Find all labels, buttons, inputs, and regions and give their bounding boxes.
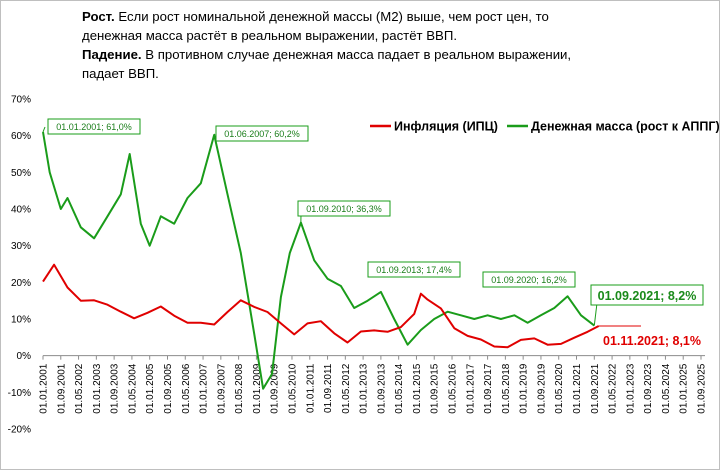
x-tick-label: 01.05.2018: [501, 363, 512, 413]
x-axis: 01.01.2001 01.09.2001 01.05.2002 01.01.2003…: [39, 355, 708, 414]
series-layer: [42, 131, 600, 390]
y-tick-label: 10%: [11, 315, 31, 326]
annotation-label-money-end: 01.09.2021; 8,2%: [598, 289, 697, 303]
annotation-leader: [566, 295, 569, 298]
x-tick-label: 01.09.2003: [110, 363, 121, 413]
x-tick-label: 01.01.2015: [412, 363, 423, 413]
y-tick-label: -10%: [8, 388, 31, 399]
header-line-1: Рост. Если рост номинальной денежной мас…: [82, 7, 549, 26]
y-tick-label: 0%: [17, 351, 32, 362]
x-tick-label: 01.05.2016: [448, 363, 459, 413]
x-tick-label: 01.01.2023: [625, 363, 636, 413]
y-tick-label: 30%: [11, 241, 31, 252]
x-tick-label: 01.09.2017: [483, 363, 494, 413]
x-tick-label: 01.01.2003: [92, 363, 103, 413]
y-tick-label: 60%: [11, 131, 31, 142]
x-tick-label: 01.09.2025: [697, 363, 708, 413]
annotation-box: [590, 284, 704, 306]
x-tick-label: 01.05.2024: [661, 363, 672, 413]
x-tick-label: 01.09.2011: [323, 363, 334, 413]
annotation-layer: 01.01.2001; 61,0% 01.06.2007; 60,2% 01.09.…: [42, 118, 704, 348]
x-tick-label: 01.09.2013: [376, 363, 387, 413]
x-tick-label: 01.05.2014: [394, 363, 405, 413]
y-tick-label: -20%: [8, 425, 31, 436]
legend: Инфляция (ИПЦ) Денежная масса (рост к АПП…: [370, 120, 719, 134]
x-tick-label: 01.05.2004: [127, 363, 138, 413]
annotation-label: 01.01.2001; 61,0%: [56, 122, 132, 132]
y-axis: -20% -10% 0% 10% 20% 30% 40% 50% 60% 70%: [8, 95, 705, 436]
x-tick-label: 01.09.2023: [643, 363, 654, 413]
annotation-label: 01.09.2010; 36,3%: [306, 204, 382, 214]
header-line-3: Падение. В противном случае денежная мас…: [82, 45, 571, 64]
x-tick-label: 01.01.2019: [519, 363, 530, 413]
legend-label-money: Денежная масса (рост к АППГ): [531, 120, 719, 134]
x-tick-label: 01.05.2022: [608, 363, 619, 413]
legend-label-inflation: Инфляция (ИПЦ): [394, 120, 498, 134]
x-tick-label: 01.09.2005: [163, 363, 174, 413]
header-decline-label: Падение.: [82, 47, 142, 62]
annotation-label: 01.09.2020; 16,2%: [491, 275, 567, 285]
x-tick-label: 01.09.2009: [270, 363, 281, 413]
x-tick-label: 01.01.2007: [199, 363, 210, 413]
x-tick-label: 01.05.2006: [181, 363, 192, 413]
annotation-leader: [593, 302, 598, 326]
x-tick-label: 01.05.2010: [287, 363, 298, 413]
y-tick-label: 50%: [11, 168, 31, 179]
x-tick-label: 01.05.2002: [74, 363, 85, 413]
x-tick-label: 01.09.2001: [56, 363, 67, 413]
y-tick-label: 70%: [11, 95, 31, 106]
x-tick-label: 01.01.2017: [465, 363, 476, 413]
annotation-box: [297, 200, 391, 217]
x-tick-label: 01.05.2020: [554, 363, 565, 413]
x-tick-label: 01.01.2001: [39, 363, 50, 413]
y-tick-label: 40%: [11, 205, 31, 216]
inflation-line: [42, 263, 600, 349]
y-tick-label: 20%: [11, 278, 31, 289]
annotation-box: [482, 271, 576, 288]
annotation-box: [367, 261, 461, 278]
annotation-leader: [213, 133, 216, 136]
x-tick-label: 01.09.2019: [536, 363, 547, 413]
annotation-label-inflation-end: 01.11.2021; 8,1%: [603, 334, 701, 348]
annotation-label: 01.09.2013; 17,4%: [376, 265, 452, 275]
x-tick-label: 01.01.2021: [572, 363, 583, 413]
x-tick-label: 01.09.2007: [216, 363, 227, 413]
header-growth-label: Рост.: [82, 9, 115, 24]
x-tick-label: 01.09.2015: [430, 363, 441, 413]
x-tick-label: 01.05.2008: [234, 363, 245, 413]
annotation-box: [47, 118, 141, 135]
x-tick-label: 01.09.2021: [590, 363, 601, 413]
x-tick-label: 01.01.2025: [679, 363, 690, 413]
header-growth-text: Если рост номинальной денежной массы (М2…: [114, 9, 549, 24]
x-tick-label: 01.01.2005: [145, 363, 156, 413]
x-tick-label: 01.05.2012: [341, 363, 352, 413]
annotation-label: 01.06.2007; 60,2%: [224, 129, 300, 139]
annotation-leader: [42, 126, 46, 133]
header-line-2: денежная масса растёт в реальном выражен…: [82, 28, 457, 43]
header-line-4: падает ВВП.: [82, 66, 159, 81]
x-tick-label: 01.01.2011: [305, 363, 316, 413]
x-tick-label: 01.01.2013: [359, 363, 370, 413]
header-decline-text: В противном случае денежная масса падает…: [141, 47, 572, 62]
annotation-box: [215, 125, 309, 142]
money-supply-line: [42, 131, 595, 390]
x-tick-label: 01.01.2009: [252, 363, 263, 413]
